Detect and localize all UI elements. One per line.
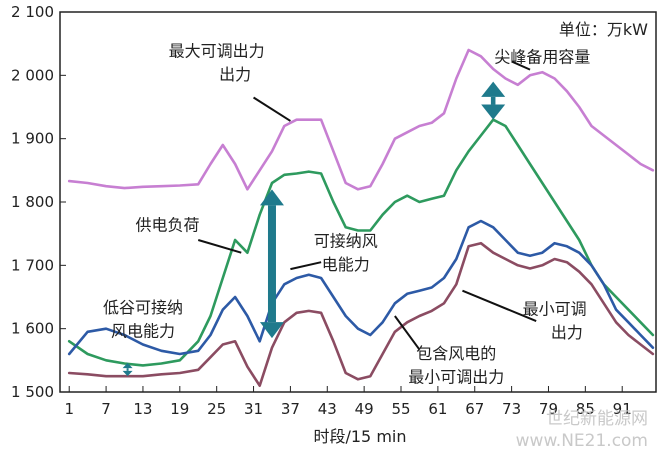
x-tick-label: 7 <box>101 400 111 418</box>
watermark-line-1: 世纪新能源网 <box>546 409 648 429</box>
annotation-label: 出力 <box>551 323 583 342</box>
y-tick-label: 1 500 <box>11 383 54 401</box>
annotation-layer: 最大可调出力出力尖峰备用容量供电负荷可接纳风电能力低谷可接纳风电能力最小可调出力… <box>103 41 590 386</box>
y-tick-label: 1 900 <box>11 130 54 148</box>
x-tick-label: 85 <box>576 400 595 418</box>
y-tick-label: 1 800 <box>11 193 54 211</box>
y-tick-label: 1 600 <box>11 320 54 338</box>
y-tick-label: 2 000 <box>11 66 54 84</box>
arrow-head-top-2 <box>122 362 133 369</box>
x-tick-label: 13 <box>133 400 152 418</box>
plot-area: 最大可调出力出力尖峰备用容量供电负荷可接纳风电能力低谷可接纳风电能力最小可调出力… <box>59 11 657 393</box>
series-line-2 <box>67 219 655 356</box>
annotation-label: 供电负荷 <box>136 216 200 235</box>
y-tick-label: 1 700 <box>11 256 54 274</box>
x-tick-label: 61 <box>428 400 447 418</box>
leader-line <box>511 60 531 71</box>
annotation-label: 出力 <box>219 65 251 84</box>
annotation-label: 最大可调出力 <box>169 41 265 60</box>
x-tick-label: 73 <box>502 400 521 418</box>
y-tick-label: 2 100 <box>11 3 54 21</box>
x-axis: 1 7 13 19 25 31 37 43 49 55 61 67 73 79 85 91 <box>64 386 632 418</box>
series-line-1 <box>67 118 655 367</box>
x-tick-label: 25 <box>207 400 226 418</box>
arrow-head-bottom-1 <box>481 104 506 120</box>
x-axis-title: 时段/15 min <box>313 427 406 446</box>
annotation-label: 风电能力 <box>111 321 175 340</box>
arrow-head-top-1 <box>481 81 506 97</box>
x-tick-label: 55 <box>391 400 410 418</box>
x-tick-label: 49 <box>355 400 374 418</box>
annotation-label: 电能力 <box>322 255 370 274</box>
series-layer <box>67 48 655 387</box>
x-tick-label: 1 <box>64 400 74 418</box>
leader-line <box>197 239 242 254</box>
annotation-label: 可接纳风 <box>314 231 378 250</box>
leader-line <box>462 289 537 322</box>
arrow-head-bottom-0 <box>259 322 284 339</box>
series-line-3 <box>67 241 655 387</box>
arrow-layer <box>122 81 506 377</box>
x-tick-label: 19 <box>170 400 189 418</box>
leader-line <box>290 261 322 271</box>
series-line-0 <box>67 48 655 191</box>
x-tick-label: 31 <box>244 400 263 418</box>
leader-line <box>394 315 421 351</box>
leader-line <box>253 96 291 122</box>
annotation-label: 最小可调出力 <box>408 368 504 387</box>
annotation-label: 低谷可接纳 <box>103 298 183 317</box>
annotation-label: 最小可调 <box>523 300 587 319</box>
x-tick-label: 37 <box>281 400 300 418</box>
leader-layer <box>197 60 537 351</box>
annotation-label: 包含风电的 <box>416 344 496 363</box>
annotation-label: 尖峰备用容量 <box>494 48 590 67</box>
arrow-head-top-0 <box>259 189 284 206</box>
y-axis: 1 500 1 600 1 700 1 800 1 900 2 000 2 100 <box>11 3 66 401</box>
arrow-head-bottom-2 <box>122 370 133 377</box>
x-tick-label: 79 <box>539 400 558 418</box>
x-tick-label: 67 <box>465 400 484 418</box>
x-tick-label: 91 <box>613 400 632 418</box>
watermark-line-2: www.NE21.com <box>516 431 648 451</box>
x-tick-label: 43 <box>318 400 337 418</box>
unit-label: 单位：万kW <box>559 20 648 39</box>
